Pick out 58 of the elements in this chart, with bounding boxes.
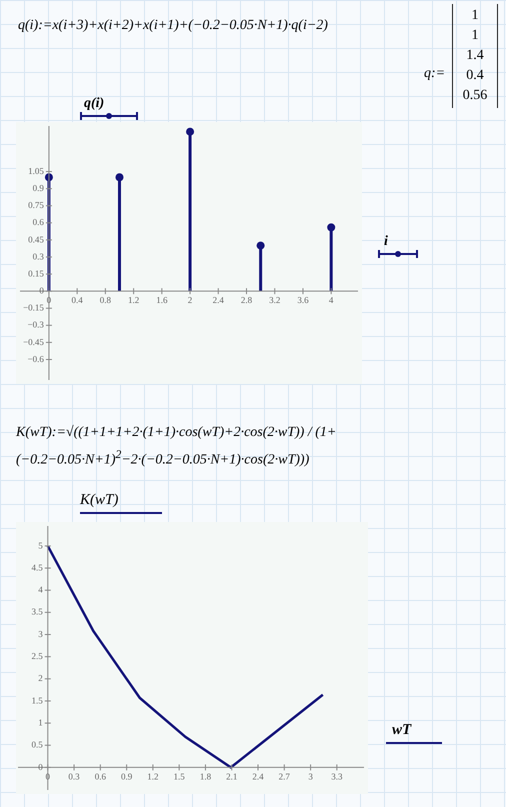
- text: 1.4: [465, 47, 485, 65]
- x-tick-label: 2.4: [252, 771, 264, 782]
- y-tick-label: 2: [38, 673, 43, 684]
- point: [327, 223, 336, 232]
- y-tick-label: 3.5: [32, 606, 44, 617]
- x-tick-label: 0.6: [94, 771, 106, 782]
- x-tick-label: 0.4: [72, 295, 84, 306]
- text: 0.4: [465, 67, 485, 85]
- y-tick-label: 1.05: [28, 166, 44, 176]
- x-tick-label: 3.6: [297, 295, 310, 306]
- point: [186, 128, 194, 136]
- x-tick-label: 1.2: [128, 295, 140, 306]
- y-tick-label: 0.75: [28, 200, 44, 210]
- x-tick-label: 2.7: [278, 771, 290, 782]
- y-tick-label: 4: [38, 584, 44, 595]
- x-tick-label: 0.9: [120, 771, 133, 782]
- x-tick-label: 0.3: [68, 771, 80, 782]
- chart-title: K(wT):=√((1+1+1+2·(1+1)·cos(wT)+2·cos(2·wT)) / (1+(−0.2−0.05·N+1)$^{2}$−2·(−0.2−0.05·N+1)·cos(2·wT))): [16, 424, 338, 470]
- x-tick-label: 1.8: [200, 771, 212, 782]
- y-tick-label: −0.45: [23, 336, 44, 347]
- y-axis-title: q(i): [84, 96, 106, 112]
- y-tick-label: 3: [38, 628, 44, 639]
- y-tick-label: 0.6: [32, 217, 44, 228]
- x-tick-label: 0.8: [100, 295, 112, 306]
- x-tick-label: 2.1: [226, 771, 238, 782]
- x-tick-label: 4: [328, 295, 334, 306]
- x-axis-title: i: [384, 234, 389, 250]
- y-tick-label: 2.5: [32, 651, 44, 662]
- x-tick-label: 2: [188, 295, 192, 306]
- y-tick-label: 0.9: [32, 183, 44, 194]
- text: 0.56: [462, 87, 488, 105]
- text: 1: [470, 7, 480, 25]
- text: 1: [470, 27, 480, 45]
- y-tick-label: 4.5: [32, 562, 44, 572]
- x-tick-label: 2.8: [240, 295, 253, 306]
- x-axis-title: wT: [392, 722, 413, 739]
- chart-title: q(i):=x(i+3)+x(i+2)+x(i+1)+(−0.2−0.05·N+1)·q(i−2): [18, 18, 329, 34]
- x-tick-label: 3: [308, 771, 314, 782]
- y-tick-label: −0.15: [23, 302, 44, 313]
- x-tick-label: 3.2: [269, 295, 280, 306]
- x-tick-label: 2.4: [212, 295, 224, 306]
- y-tick-label: 0.3: [32, 251, 44, 262]
- point: [115, 173, 124, 182]
- y-tick-label: 5: [38, 540, 44, 550]
- point: [256, 242, 265, 250]
- y-tick-label: −0.6: [28, 354, 44, 364]
- text: q:=: [424, 66, 446, 82]
- y-tick-label: 1: [38, 717, 43, 728]
- y-tick-label: 0.5: [32, 740, 44, 750]
- x-tick-label: 3.3: [331, 771, 343, 782]
- x-tick-label: 1.6: [156, 295, 168, 306]
- y-tick-label: 0.15: [28, 268, 44, 278]
- y-tick-label: 1.5: [32, 695, 44, 706]
- x-tick-label: 1.2: [147, 771, 159, 782]
- y-tick-label: −0.3: [28, 320, 44, 330]
- y-axis-title: K(wT): [80, 492, 120, 509]
- x-tick-label: 1.5: [174, 771, 186, 782]
- y-tick-label: 0.45: [28, 234, 44, 244]
